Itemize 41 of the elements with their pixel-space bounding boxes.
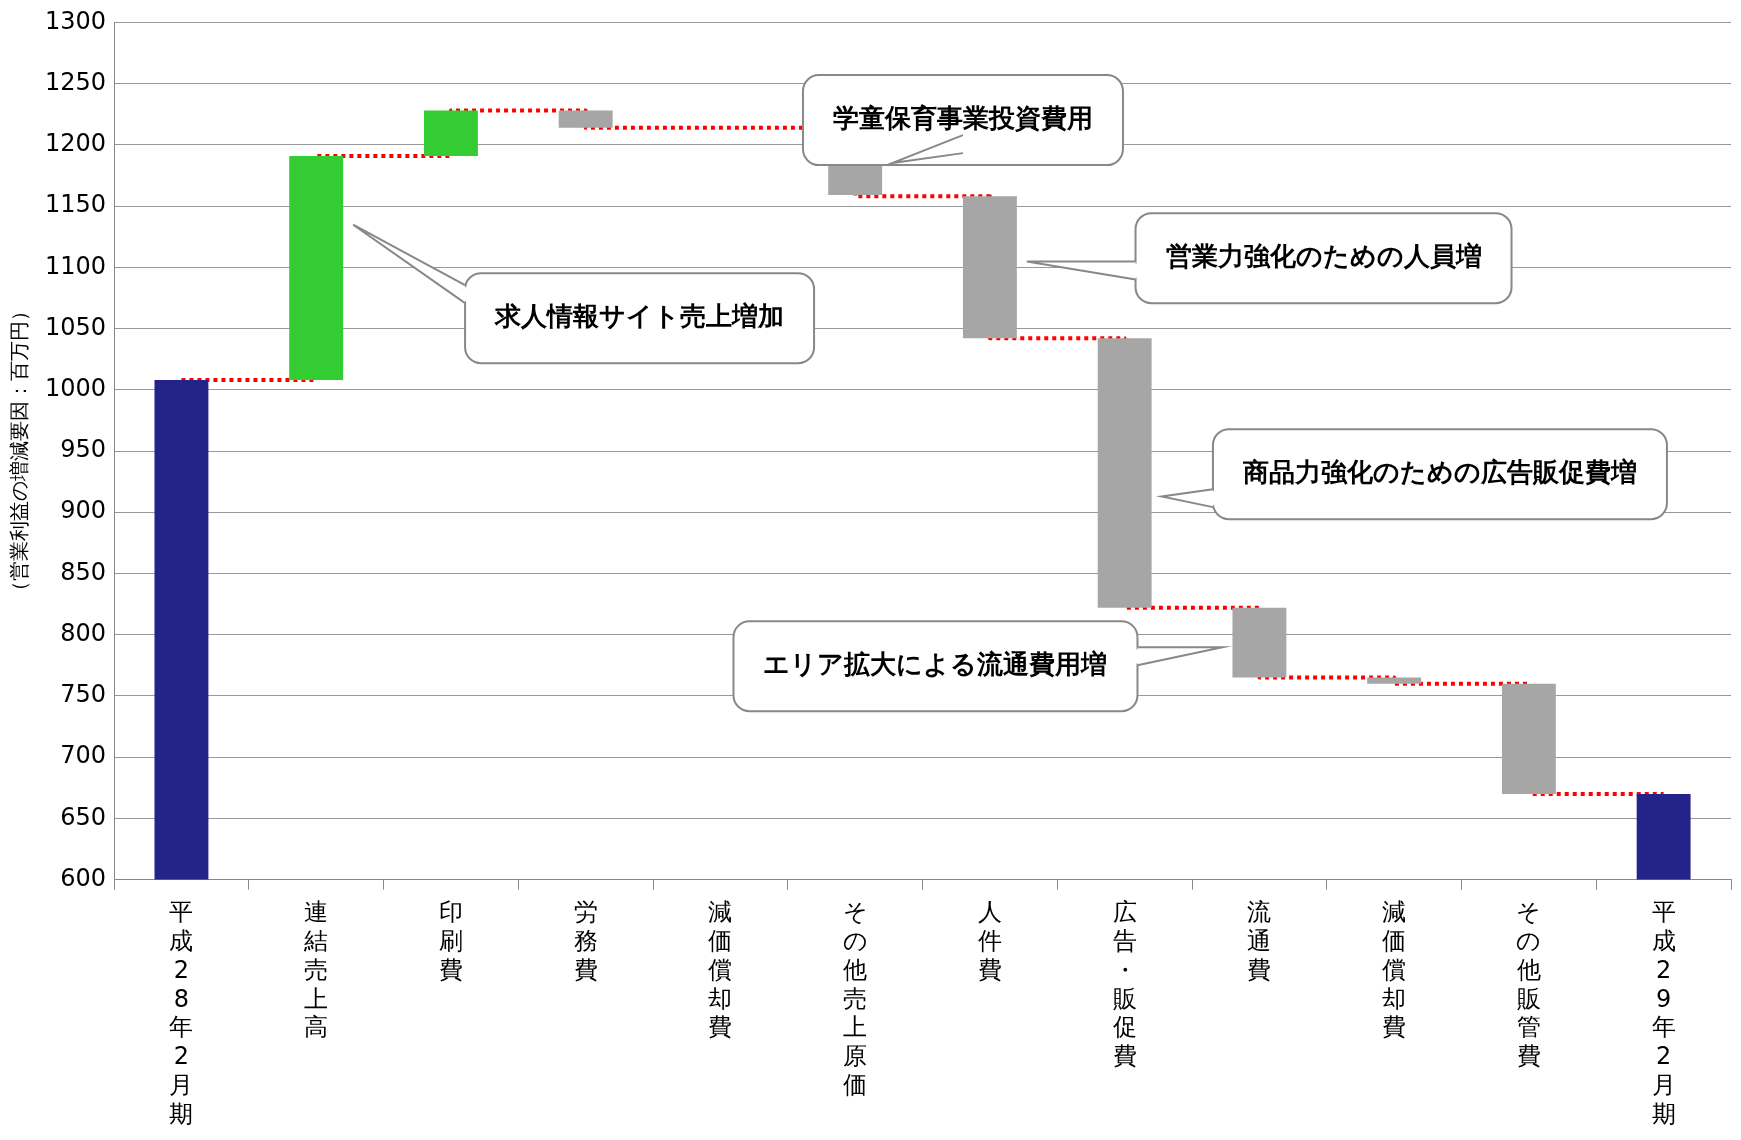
- bar: [962, 196, 1017, 339]
- y-tick-label: 1100: [45, 251, 107, 280]
- annotation: 求人情報サイト売上増加: [494, 300, 785, 331]
- annotation: 商品力強化のための広告販促費増: [1241, 456, 1637, 487]
- y-tick-label: 600: [60, 863, 107, 892]
- y-tick-label: 650: [60, 802, 107, 831]
- x-tick-label: 流通費: [1247, 898, 1272, 984]
- y-tick-label: 700: [60, 741, 107, 770]
- x-tick-label: 広告・販促費: [1112, 898, 1137, 1071]
- bar: [423, 110, 478, 156]
- y-tick-label: 900: [60, 496, 107, 525]
- annotation: 営業力強化のための人員増: [1165, 240, 1482, 271]
- annotation: 学童保育事業投資費用: [832, 102, 1093, 133]
- y-tick-label: 1300: [45, 6, 107, 35]
- bar: [289, 155, 344, 380]
- x-tick-label: その他売上原価: [842, 898, 868, 1100]
- y-tick-label: 1150: [45, 190, 107, 219]
- x-tick-label: 印刷費: [438, 898, 463, 984]
- y-tick-label: 1050: [45, 312, 107, 341]
- x-tick-label: 減価償却費: [1382, 898, 1407, 1042]
- x-tick-label: 労務費: [573, 898, 598, 984]
- bar: [1097, 338, 1152, 608]
- y-tick-label: 750: [60, 680, 107, 709]
- y-tick-label: 950: [60, 435, 107, 464]
- bar: [1367, 677, 1422, 684]
- bar: [1501, 683, 1556, 794]
- bar: [558, 110, 613, 128]
- x-tick-label: 減価償却費: [708, 898, 733, 1042]
- x-tick-label: 平成28年2月期: [169, 898, 194, 1128]
- y-tick-label: 1200: [45, 129, 107, 158]
- y-tick-label: 1000: [45, 374, 107, 403]
- y-tick-label: 850: [60, 557, 107, 586]
- annotation: エリア拡大による流通費用増: [763, 648, 1108, 679]
- x-tick-label: 人件費: [977, 898, 1002, 984]
- bar: [1232, 607, 1287, 678]
- y-tick-label: 1250: [45, 67, 107, 96]
- x-tick-label: 連結売上高: [303, 898, 329, 1042]
- x-tick-label: 平成29年2月期: [1651, 898, 1676, 1128]
- y-tick-label: 800: [60, 618, 107, 647]
- y-axis-title: （営業利益の増減要因：百万円）: [7, 301, 32, 601]
- x-tick-label: その他販管費: [1516, 898, 1542, 1071]
